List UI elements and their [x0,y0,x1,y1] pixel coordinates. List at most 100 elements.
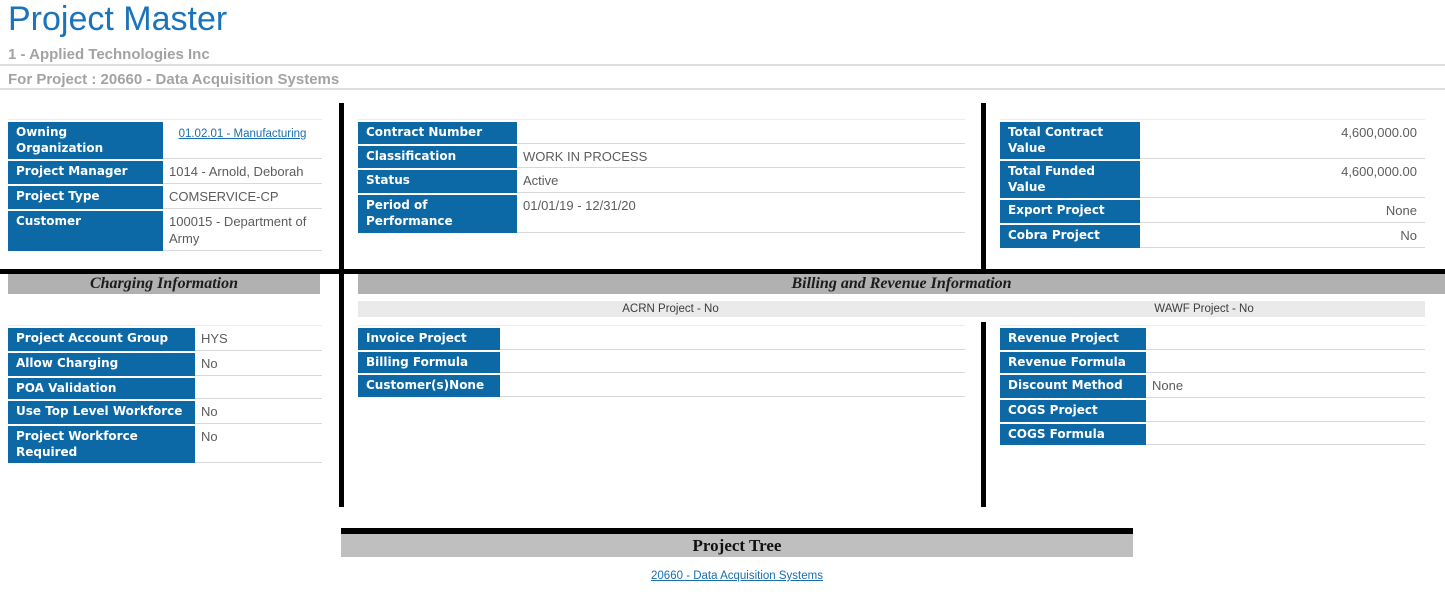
project-tree-topbar [341,528,1133,534]
table-row: Total Funded Value 4,600,000.00 [1000,161,1425,199]
billing-revenue-header: Billing and Revenue Information [358,274,1445,294]
vertical-divider-right-bottom [981,322,986,507]
project-flags-strip: ACRN Project - No WAWF Project - No [358,301,1425,317]
field-label: Total Funded Value [1000,161,1140,199]
field-value [1146,351,1425,374]
table-row: Classification WORK IN PROCESS [358,145,965,169]
project-tree-node-link[interactable]: 20660 - Data Acquisition Systems [651,570,823,582]
charging-information-header: Charging Information [8,274,320,294]
table-row: Project Manager 1014 - Arnold, Deborah [8,161,322,185]
table-row: Billing Formula [358,351,965,374]
field-label: Export Project [1000,200,1140,224]
field-value: No [195,426,322,464]
for-project-label: For Project : 20660 - Data Acquisition S… [8,71,340,88]
table-row: COGS Project [1000,400,1425,422]
acrn-project-status: ACRN Project - No [622,303,719,315]
field-label: Owning Organization [8,122,163,160]
field-label: COGS Project [1000,400,1146,422]
field-label: Revenue Formula [1000,351,1146,374]
field-label: Invoice Project [358,328,500,350]
field-value: 01/01/19 - 12/31/20 [517,195,965,233]
table-row: Status Active [358,170,965,194]
field-label: Customer(s)None [358,375,500,397]
charging-table: Project Account Group HYS Allow Charging… [8,325,322,465]
field-label: Classification [358,145,517,169]
field-value [500,375,965,397]
table-row: Project Workforce Required No [8,426,322,464]
field-value: 4,600,000.00 [1140,122,1425,160]
revenue-table: Revenue Project Revenue Formula Discount… [1000,325,1425,447]
field-value: 1014 - Arnold, Deborah [163,161,322,185]
table-row: Export Project None [1000,200,1425,224]
project-tree-links: 20660 - Data Acquisition Systems [341,566,1133,584]
field-label: Discount Method [1000,375,1146,399]
vertical-divider-left [339,103,344,507]
table-row: Owning Organization 01.02.01 - Manufactu… [8,122,322,160]
table-row: Revenue Formula [1000,351,1425,374]
table-row: Customer 100015 - Department of Army [8,210,322,251]
field-value: WORK IN PROCESS [517,145,965,169]
field-value [500,328,965,350]
field-label: Customer [8,210,163,251]
field-label: Project Account Group [8,328,195,351]
table-row: Total Contract Value 4,600,000.00 [1000,122,1425,160]
field-value: 100015 - Department of Army [163,210,322,251]
project-tree-header: Project Tree [341,534,1133,557]
header-divider-2 [0,88,1445,90]
table-row: COGS Formula [1000,423,1425,446]
field-value [1146,328,1425,350]
field-value: 4,600,000.00 [1140,161,1425,199]
table-row: Contract Number [358,122,965,144]
horizontal-divider [0,269,1445,274]
organization-table: Owning Organization 01.02.01 - Manufactu… [8,119,322,253]
table-row: Use Top Level Workforce No [8,401,322,425]
field-label: Period of Performance [358,195,517,233]
header-divider [0,64,1445,66]
table-row: POA Validation [8,377,322,400]
table-row: Project Account Group HYS [8,328,322,351]
page-title: Project Master [8,0,228,38]
field-value: None [1146,375,1425,399]
field-label: COGS Formula [1000,423,1146,446]
table-row: Period of Performance 01/01/19 - 12/31/2… [358,195,965,233]
field-value: HYS [195,328,322,351]
field-label: Project Manager [8,161,163,185]
field-value [517,122,965,144]
table-row: Invoice Project [358,328,965,350]
field-value [1146,400,1425,422]
field-label: Project Type [8,186,163,209]
field-label: Total Contract Value [1000,122,1140,160]
field-label: Contract Number [358,122,517,144]
table-row: Allow Charging No [8,352,322,376]
table-row: Project Type COMSERVICE-CP [8,186,322,209]
field-value [500,351,965,374]
field-value: COMSERVICE-CP [163,186,322,209]
vertical-divider-right-top [981,103,986,270]
table-row: Discount Method None [1000,375,1425,399]
field-value: No [1140,225,1425,249]
table-row: Customer(s)None [358,375,965,397]
contract-values-table: Total Contract Value 4,600,000.00 Total … [1000,119,1425,250]
field-label: Project Workforce Required [8,426,195,464]
wawf-project-status: WAWF Project - No [1154,303,1254,315]
invoice-table: Invoice Project Billing Formula Customer… [358,325,965,399]
field-value: No [195,401,322,425]
field-value [1146,423,1425,446]
field-value [195,377,322,400]
field-label: Status [358,170,517,194]
field-label: Billing Formula [358,351,500,374]
field-label: Allow Charging [8,352,195,376]
field-value: None [1140,200,1425,224]
owning-organization-link[interactable]: 01.02.01 - Manufacturing [178,128,307,140]
field-label: Cobra Project [1000,225,1140,249]
field-label: Use Top Level Workforce [8,401,195,425]
table-row: Revenue Project [1000,328,1425,350]
field-label: Revenue Project [1000,328,1146,350]
field-label: POA Validation [8,377,195,400]
table-row: Cobra Project No [1000,225,1425,249]
field-value: Active [517,170,965,194]
contract-table: Contract Number Classification WORK IN P… [358,119,965,235]
company-name: 1 - Applied Technologies Inc [8,46,210,63]
field-value: No [195,352,322,376]
